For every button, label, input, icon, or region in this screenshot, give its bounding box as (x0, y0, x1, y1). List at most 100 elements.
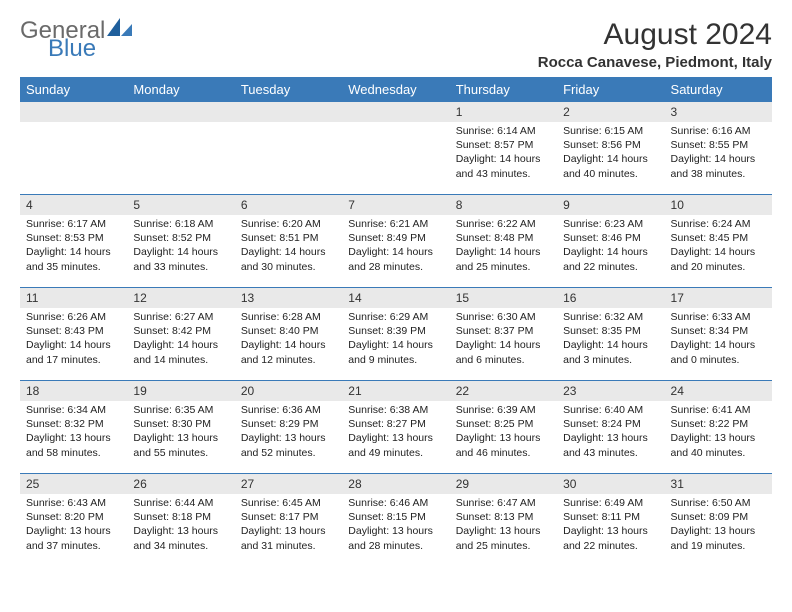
daylight-text: Daylight: 14 hours and 33 minutes. (133, 245, 228, 273)
day-details: Sunrise: 6:41 AMSunset: 8:22 PMDaylight:… (665, 401, 772, 464)
calendar-day-cell (127, 102, 234, 195)
calendar-day-cell: 30Sunrise: 6:49 AMSunset: 8:11 PMDayligh… (557, 474, 664, 567)
daylight-text: Daylight: 13 hours and 49 minutes. (348, 431, 443, 459)
sunset-text: Sunset: 8:43 PM (26, 324, 121, 338)
sunrise-text: Sunrise: 6:44 AM (133, 496, 228, 510)
daylight-text: Daylight: 14 hours and 38 minutes. (671, 152, 766, 180)
day-number: 7 (342, 195, 449, 215)
day-details: Sunrise: 6:21 AMSunset: 8:49 PMDaylight:… (342, 215, 449, 278)
daylight-text: Daylight: 14 hours and 20 minutes. (671, 245, 766, 273)
sunset-text: Sunset: 8:30 PM (133, 417, 228, 431)
calendar-day-cell: 20Sunrise: 6:36 AMSunset: 8:29 PMDayligh… (235, 381, 342, 474)
day-number: 5 (127, 195, 234, 215)
calendar-day-cell (20, 102, 127, 195)
daylight-text: Daylight: 13 hours and 34 minutes. (133, 524, 228, 552)
weekday-header: Sunday (20, 77, 127, 102)
calendar-day-cell: 8Sunrise: 6:22 AMSunset: 8:48 PMDaylight… (450, 195, 557, 288)
sunrise-text: Sunrise: 6:26 AM (26, 310, 121, 324)
sunset-text: Sunset: 8:53 PM (26, 231, 121, 245)
sunset-text: Sunset: 8:13 PM (456, 510, 551, 524)
daylight-text: Daylight: 14 hours and 0 minutes. (671, 338, 766, 366)
daylight-text: Daylight: 14 hours and 28 minutes. (348, 245, 443, 273)
weekday-header: Wednesday (342, 77, 449, 102)
day-details: Sunrise: 6:17 AMSunset: 8:53 PMDaylight:… (20, 215, 127, 278)
weekday-header: Friday (557, 77, 664, 102)
sunset-text: Sunset: 8:52 PM (133, 231, 228, 245)
weekday-header: Saturday (665, 77, 772, 102)
calendar-day-cell: 10Sunrise: 6:24 AMSunset: 8:45 PMDayligh… (665, 195, 772, 288)
sunset-text: Sunset: 8:32 PM (26, 417, 121, 431)
day-details: Sunrise: 6:50 AMSunset: 8:09 PMDaylight:… (665, 494, 772, 557)
title-block: August 2024 Rocca Canavese, Piedmont, It… (538, 18, 772, 71)
sunrise-text: Sunrise: 6:16 AM (671, 124, 766, 138)
day-details: Sunrise: 6:24 AMSunset: 8:45 PMDaylight:… (665, 215, 772, 278)
logo: General Blue (20, 18, 133, 61)
sunrise-text: Sunrise: 6:15 AM (563, 124, 658, 138)
sunrise-text: Sunrise: 6:33 AM (671, 310, 766, 324)
sunset-text: Sunset: 8:25 PM (456, 417, 551, 431)
sunrise-text: Sunrise: 6:28 AM (241, 310, 336, 324)
daylight-text: Daylight: 13 hours and 22 minutes. (563, 524, 658, 552)
day-details: Sunrise: 6:34 AMSunset: 8:32 PMDaylight:… (20, 401, 127, 464)
day-number: 27 (235, 474, 342, 494)
daylight-text: Daylight: 13 hours and 52 minutes. (241, 431, 336, 459)
daylight-text: Daylight: 13 hours and 37 minutes. (26, 524, 121, 552)
calendar-day-cell: 16Sunrise: 6:32 AMSunset: 8:35 PMDayligh… (557, 288, 664, 381)
sunrise-text: Sunrise: 6:30 AM (456, 310, 551, 324)
sunset-text: Sunset: 8:51 PM (241, 231, 336, 245)
sunrise-text: Sunrise: 6:24 AM (671, 217, 766, 231)
day-details: Sunrise: 6:43 AMSunset: 8:20 PMDaylight:… (20, 494, 127, 557)
sunrise-text: Sunrise: 6:22 AM (456, 217, 551, 231)
day-number: 19 (127, 381, 234, 401)
day-details: Sunrise: 6:47 AMSunset: 8:13 PMDaylight:… (450, 494, 557, 557)
day-number: 17 (665, 288, 772, 308)
sunset-text: Sunset: 8:40 PM (241, 324, 336, 338)
daylight-text: Daylight: 14 hours and 3 minutes. (563, 338, 658, 366)
calendar-week-row: 4Sunrise: 6:17 AMSunset: 8:53 PMDaylight… (20, 195, 772, 288)
sunrise-text: Sunrise: 6:17 AM (26, 217, 121, 231)
sunrise-text: Sunrise: 6:38 AM (348, 403, 443, 417)
calendar-week-row: 18Sunrise: 6:34 AMSunset: 8:32 PMDayligh… (20, 381, 772, 474)
calendar-day-cell: 1Sunrise: 6:14 AMSunset: 8:57 PMDaylight… (450, 102, 557, 195)
day-number: 6 (235, 195, 342, 215)
sunset-text: Sunset: 8:56 PM (563, 138, 658, 152)
day-details: Sunrise: 6:39 AMSunset: 8:25 PMDaylight:… (450, 401, 557, 464)
calendar-day-cell: 17Sunrise: 6:33 AMSunset: 8:34 PMDayligh… (665, 288, 772, 381)
day-number: 11 (20, 288, 127, 308)
calendar-day-cell (235, 102, 342, 195)
day-details: Sunrise: 6:18 AMSunset: 8:52 PMDaylight:… (127, 215, 234, 278)
sunrise-text: Sunrise: 6:36 AM (241, 403, 336, 417)
calendar-day-cell: 3Sunrise: 6:16 AMSunset: 8:55 PMDaylight… (665, 102, 772, 195)
calendar-table: SundayMondayTuesdayWednesdayThursdayFrid… (20, 77, 772, 566)
daylight-text: Daylight: 14 hours and 30 minutes. (241, 245, 336, 273)
calendar-day-cell (342, 102, 449, 195)
day-number: 30 (557, 474, 664, 494)
sunrise-text: Sunrise: 6:14 AM (456, 124, 551, 138)
day-details: Sunrise: 6:23 AMSunset: 8:46 PMDaylight:… (557, 215, 664, 278)
calendar-day-cell: 18Sunrise: 6:34 AMSunset: 8:32 PMDayligh… (20, 381, 127, 474)
day-number: 14 (342, 288, 449, 308)
sunrise-text: Sunrise: 6:32 AM (563, 310, 658, 324)
daylight-text: Daylight: 14 hours and 25 minutes. (456, 245, 551, 273)
calendar-page: General Blue August 2024 Rocca Canavese,… (0, 0, 792, 612)
calendar-day-cell: 31Sunrise: 6:50 AMSunset: 8:09 PMDayligh… (665, 474, 772, 567)
weekday-header-row: SundayMondayTuesdayWednesdayThursdayFrid… (20, 77, 772, 102)
sunset-text: Sunset: 8:42 PM (133, 324, 228, 338)
page-subtitle: Rocca Canavese, Piedmont, Italy (538, 54, 772, 71)
daylight-text: Daylight: 14 hours and 6 minutes. (456, 338, 551, 366)
day-details: Sunrise: 6:33 AMSunset: 8:34 PMDaylight:… (665, 308, 772, 371)
daylight-text: Daylight: 13 hours and 58 minutes. (26, 431, 121, 459)
sunset-text: Sunset: 8:17 PM (241, 510, 336, 524)
daylight-text: Daylight: 13 hours and 55 minutes. (133, 431, 228, 459)
calendar-day-cell: 6Sunrise: 6:20 AMSunset: 8:51 PMDaylight… (235, 195, 342, 288)
calendar-day-cell: 22Sunrise: 6:39 AMSunset: 8:25 PMDayligh… (450, 381, 557, 474)
day-details: Sunrise: 6:14 AMSunset: 8:57 PMDaylight:… (450, 122, 557, 185)
sunset-text: Sunset: 8:20 PM (26, 510, 121, 524)
sunrise-text: Sunrise: 6:29 AM (348, 310, 443, 324)
day-details: Sunrise: 6:27 AMSunset: 8:42 PMDaylight:… (127, 308, 234, 371)
daylight-text: Daylight: 14 hours and 22 minutes. (563, 245, 658, 273)
sunrise-text: Sunrise: 6:41 AM (671, 403, 766, 417)
day-details: Sunrise: 6:15 AMSunset: 8:56 PMDaylight:… (557, 122, 664, 185)
day-number: 4 (20, 195, 127, 215)
sunset-text: Sunset: 8:57 PM (456, 138, 551, 152)
